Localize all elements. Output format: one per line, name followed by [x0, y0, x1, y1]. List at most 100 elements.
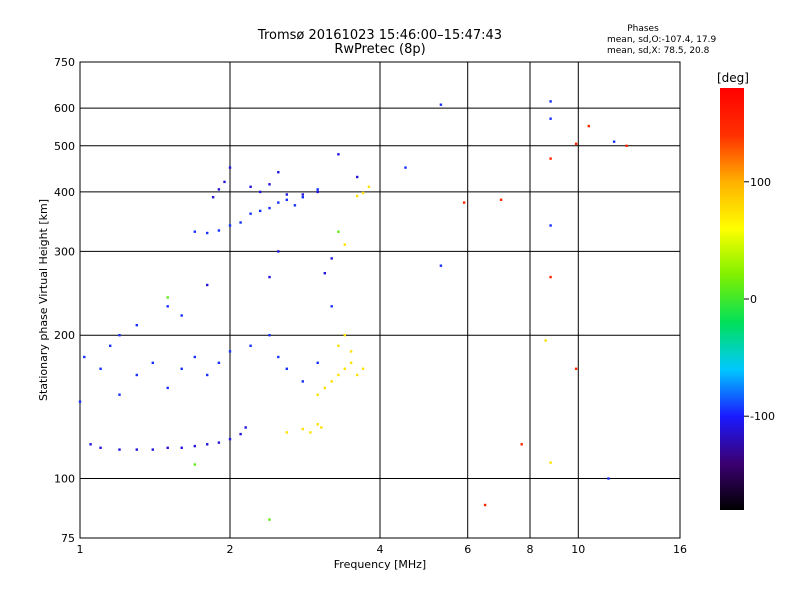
data-point — [166, 305, 169, 308]
data-point — [166, 296, 169, 299]
x-tick-labels: 1 2 4 6 8 10 16 — [77, 543, 688, 556]
data-point — [549, 275, 552, 279]
data-point — [193, 463, 196, 466]
data-point — [293, 204, 297, 207]
x-tick-label: 4 — [377, 543, 384, 556]
data-point — [607, 477, 610, 480]
data-point — [239, 221, 242, 224]
data-point — [83, 355, 86, 359]
data-point — [268, 183, 271, 186]
data-point — [193, 355, 196, 359]
x-tick-label: 2 — [227, 543, 234, 556]
y-tick-label: 600 — [54, 102, 75, 115]
data-point — [180, 446, 183, 449]
data-point — [574, 367, 578, 370]
data-point — [228, 224, 232, 227]
data-point — [320, 426, 323, 429]
data-point — [268, 275, 271, 279]
data-point — [135, 373, 138, 377]
data-point — [285, 367, 288, 370]
data-point — [337, 344, 340, 347]
data-point — [309, 431, 312, 434]
data-point — [249, 212, 252, 215]
colorbar — [720, 88, 744, 510]
data-point — [109, 344, 112, 347]
colorbar-tick-label: 0 — [750, 293, 757, 306]
data-point — [180, 314, 183, 317]
data-point — [206, 231, 209, 235]
colorbar-ticks: 100 0 -100 — [744, 176, 775, 423]
data-point — [301, 380, 304, 383]
colorbar-tick-label: 100 — [750, 176, 771, 189]
data-point — [277, 171, 280, 174]
x-tick-label: 1 — [77, 543, 84, 556]
data-point — [135, 324, 138, 327]
data-point — [217, 361, 221, 364]
data-point — [316, 361, 319, 364]
data-point — [439, 264, 443, 267]
data-point — [349, 361, 353, 364]
phases-line-1: mean, sd,O:-107.4, 17.9 — [607, 35, 717, 45]
data-point — [574, 142, 578, 145]
y-tick-label: 200 — [54, 329, 75, 342]
data-point — [301, 193, 304, 196]
data-point — [166, 386, 169, 390]
data-point — [549, 100, 552, 103]
data-point — [99, 446, 102, 449]
data-point — [349, 350, 353, 353]
data-point — [151, 448, 154, 451]
data-point — [206, 373, 209, 377]
data-point — [217, 229, 221, 232]
data-point — [499, 198, 503, 201]
data-point — [249, 344, 252, 347]
data-point — [462, 201, 466, 204]
data-point — [337, 153, 340, 156]
data-point — [277, 201, 280, 204]
x-tick-label: 16 — [673, 543, 687, 556]
data-point — [343, 243, 346, 246]
data-point — [323, 272, 326, 275]
data-point — [549, 157, 552, 160]
x-tick-label: 10 — [571, 543, 585, 556]
data-point — [439, 103, 443, 106]
data-point — [118, 393, 121, 396]
y-tick-label: 500 — [54, 140, 75, 153]
data-point — [249, 185, 252, 188]
data-point — [259, 209, 262, 213]
data-point — [118, 334, 121, 337]
data-point — [285, 193, 288, 196]
data-point — [356, 175, 359, 179]
data-point — [301, 196, 304, 199]
data-point — [404, 166, 407, 169]
data-point — [330, 257, 333, 260]
data-point — [330, 305, 333, 308]
y-tick-label: 300 — [54, 245, 75, 258]
data-point — [316, 188, 319, 191]
data-point — [361, 367, 365, 370]
data-point — [330, 380, 333, 383]
data-point — [223, 180, 226, 184]
x-tick-label: 8 — [527, 543, 534, 556]
y-tick-label: 100 — [54, 473, 75, 486]
phases-title: Phases — [627, 24, 659, 34]
data-point — [151, 361, 154, 364]
chart-title: Tromsø 20161023 15:46:00–15:47:43 — [257, 28, 502, 43]
data-point — [520, 443, 523, 446]
data-point — [343, 334, 346, 337]
y-tick-label: 75 — [61, 532, 75, 545]
colorbar-tick-label: -100 — [750, 410, 775, 423]
data-point — [259, 190, 262, 194]
data-point — [337, 373, 340, 377]
data-point — [361, 191, 365, 195]
data-point — [193, 444, 196, 448]
data-point — [612, 140, 616, 143]
colorbar-label: [deg] — [717, 71, 749, 85]
data-point — [166, 446, 169, 449]
data-point — [549, 117, 552, 120]
data-point — [301, 427, 304, 431]
data-point — [217, 188, 221, 191]
grid — [80, 62, 680, 538]
data-point — [78, 400, 82, 403]
data-point — [228, 166, 232, 169]
